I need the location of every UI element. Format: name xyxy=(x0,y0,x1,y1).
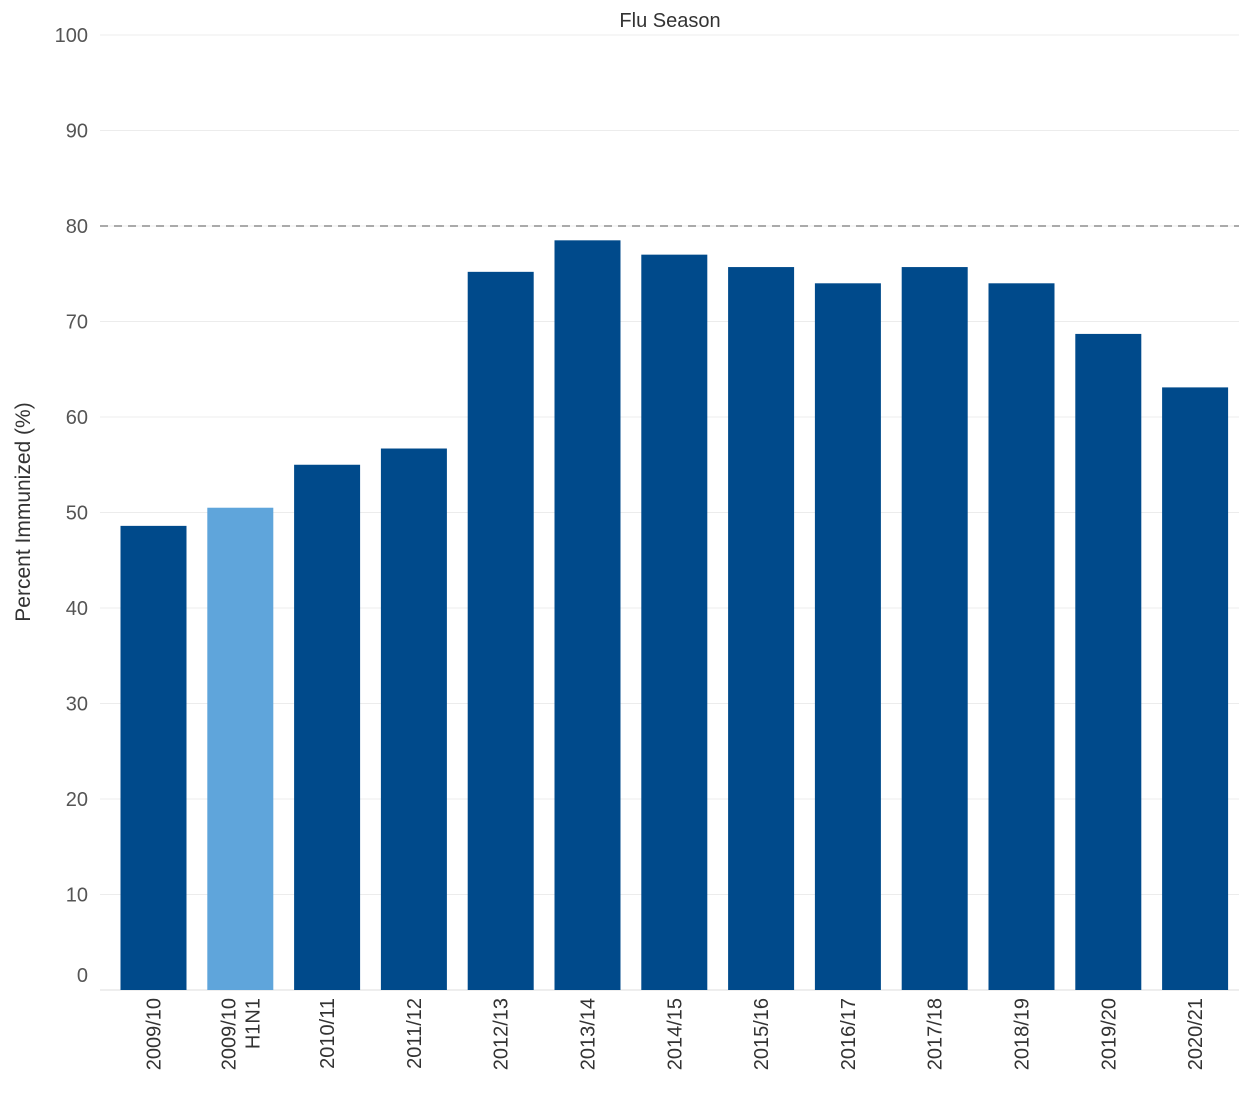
bar-7 xyxy=(728,267,795,990)
x-tick-label: 2013/14 xyxy=(578,998,600,1070)
y-tick-label: 0 xyxy=(77,965,88,987)
x-tick-label: 2014/15 xyxy=(664,998,686,1070)
bar-11 xyxy=(1075,333,1142,990)
x-tick-label: 2010/11 xyxy=(317,998,339,1069)
x-tick-label: 2018/19 xyxy=(1012,998,1034,1070)
y-tick-label: 80 xyxy=(66,216,88,238)
bar-6 xyxy=(641,254,708,990)
x-tick-label: 2009/10 xyxy=(218,998,240,1070)
y-axis-label: Percent Immunized (%) xyxy=(12,402,35,621)
bar-1 xyxy=(207,507,274,990)
y-tick-label: 100 xyxy=(55,25,88,47)
x-tick-label: 2015/16 xyxy=(751,998,773,1070)
y-tick-label: 30 xyxy=(66,694,88,716)
y-axis-ticks: 0 10 20 30 40 50 60 70 80 90 100 xyxy=(55,25,88,987)
bar-10 xyxy=(988,283,1055,990)
x-axis-ticks: 2009/10 2009/10 H1N1 2010/11 2011/12 2012/13 2… xyxy=(144,998,1208,1070)
bar-8 xyxy=(814,283,881,990)
x-tick-label: H1N1 xyxy=(242,998,264,1049)
x-tick-label: 2009/10 xyxy=(144,998,166,1070)
y-tick-label: 60 xyxy=(66,407,88,429)
y-tick-label: 40 xyxy=(66,598,88,620)
y-tick-label: 10 xyxy=(66,885,88,907)
bar-12 xyxy=(1162,387,1229,990)
bar-4 xyxy=(467,271,534,991)
x-tick-label: 2020/21 xyxy=(1185,998,1207,1070)
bar-9 xyxy=(901,267,968,990)
y-tick-label: 90 xyxy=(66,121,88,143)
x-tick-label: 2019/20 xyxy=(1098,998,1120,1070)
y-tick-label: 50 xyxy=(66,503,88,525)
bars xyxy=(120,240,1229,991)
bar-5 xyxy=(554,240,621,990)
chart-title: Flu Season xyxy=(619,10,720,32)
bar-0 xyxy=(120,525,187,990)
y-tick-label: 20 xyxy=(66,789,88,811)
y-tick-label: 70 xyxy=(66,312,88,334)
bar-3 xyxy=(380,448,447,990)
x-tick-label: 2016/17 xyxy=(838,998,860,1070)
x-tick-label: 2011/12 xyxy=(404,998,426,1069)
x-tick-label: 2012/13 xyxy=(491,998,513,1070)
bar-2 xyxy=(294,464,361,990)
x-tick-label: 2017/18 xyxy=(925,998,947,1070)
